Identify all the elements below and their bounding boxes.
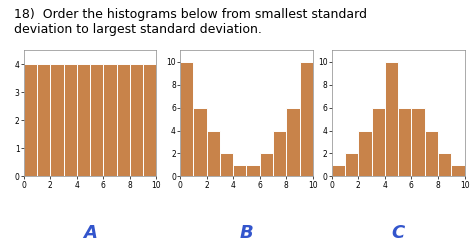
Bar [273,131,286,176]
Bar [233,165,246,176]
Bar [358,131,372,176]
Bar [332,165,345,176]
Bar [37,65,50,176]
Bar [50,65,64,176]
Bar [385,62,398,176]
Bar [193,108,207,176]
Bar [411,108,425,176]
Text: 18)  Order the histograms below from smallest standard
deviation to largest stan: 18) Order the histograms below from smal… [14,8,367,36]
Bar [103,65,117,176]
Bar [425,131,438,176]
Bar [286,108,300,176]
Bar [300,62,313,176]
Bar [207,131,220,176]
Bar [77,65,90,176]
Bar [345,153,358,176]
Bar [260,153,273,176]
Bar [64,65,77,176]
Bar [372,108,385,176]
Bar [130,65,143,176]
Text: B: B [239,224,254,242]
Bar [438,153,451,176]
Bar [90,65,103,176]
Bar [24,65,37,176]
Bar [117,65,130,176]
Bar [246,165,260,176]
Text: A: A [83,224,97,242]
Bar [143,65,156,176]
Bar [451,165,465,176]
Text: C: C [392,224,405,242]
Bar [180,62,193,176]
Bar [398,108,411,176]
Bar [220,153,233,176]
